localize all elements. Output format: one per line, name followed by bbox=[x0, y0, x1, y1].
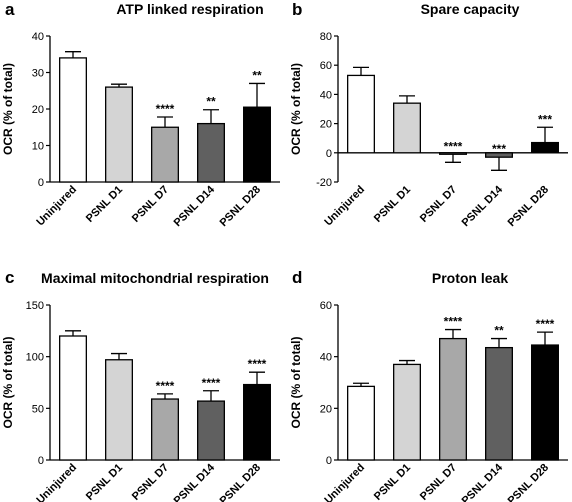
bar-d-3 bbox=[485, 346, 513, 461]
y-tick-label-d: 0 bbox=[326, 455, 332, 467]
bar-b-1 bbox=[393, 102, 421, 154]
y-tick-label-b: -20 bbox=[316, 177, 332, 189]
x-tick-label-b-0: Uninjured bbox=[322, 184, 367, 229]
bar-d-4 bbox=[531, 344, 559, 461]
y-tick-label-a: 0 bbox=[38, 177, 44, 189]
bar-b-4 bbox=[531, 141, 559, 154]
x-tick-label-b-2: PSNL D7 bbox=[418, 184, 459, 225]
y-axis-label-c: OCR (% of total) bbox=[1, 337, 15, 429]
x-tick-label-c-1: PSNL D1 bbox=[84, 462, 125, 502]
x-tick-label-c-0: Uninjured bbox=[34, 462, 79, 502]
bar-b-0 bbox=[347, 74, 375, 154]
x-tick-label-a-4: PSNL D28 bbox=[218, 184, 264, 230]
significance-label-c-2: **** bbox=[156, 379, 175, 393]
panel-letter-a: a bbox=[5, 0, 15, 19]
y-tick-label-d: 60 bbox=[320, 300, 332, 312]
y-tick-label-a: 10 bbox=[32, 141, 44, 153]
panel-letter-b: b bbox=[292, 0, 303, 19]
x-tick-label-b-3: PSNL D14 bbox=[460, 183, 506, 229]
y-axis-label-d: OCR (% of total) bbox=[289, 337, 303, 429]
bar-c-4 bbox=[243, 383, 271, 461]
panel-title-c: Maximal mitochondrial respiration bbox=[41, 270, 269, 286]
significance-label-b-2: **** bbox=[444, 139, 463, 153]
bar-a-3 bbox=[197, 122, 225, 183]
x-tick-label-a-1: PSNL D1 bbox=[84, 184, 125, 225]
bar-c-2 bbox=[151, 398, 179, 461]
x-tick-label-a-0: Uninjured bbox=[34, 184, 79, 229]
significance-label-c-4: **** bbox=[248, 357, 267, 371]
y-tick-label-c: 100 bbox=[26, 352, 44, 364]
y-axis-label-b: OCR (% of total) bbox=[289, 63, 303, 155]
bar-c-3 bbox=[197, 400, 225, 461]
significance-label-a-4: ** bbox=[252, 68, 262, 82]
y-axis-label-a: OCR (% of total) bbox=[1, 63, 15, 155]
bar-d-0 bbox=[347, 385, 375, 461]
y-tick-label-c: 0 bbox=[38, 455, 44, 467]
bar-a-2 bbox=[151, 126, 179, 183]
bar-a-0 bbox=[59, 57, 87, 183]
y-tick-label-b: 80 bbox=[320, 31, 332, 43]
y-tick-label-d: 20 bbox=[320, 403, 332, 415]
bar-a-4 bbox=[243, 106, 271, 183]
y-tick-label-a: 30 bbox=[32, 68, 44, 80]
significance-label-b-4: *** bbox=[538, 112, 552, 126]
x-tick-label-a-2: PSNL D7 bbox=[130, 184, 171, 225]
significance-label-d-2: **** bbox=[444, 315, 463, 329]
panel-letter-c: c bbox=[5, 268, 15, 287]
significance-label-b-3: *** bbox=[492, 142, 506, 156]
x-tick-label-b-4: PSNL D28 bbox=[506, 184, 552, 230]
significance-label-d-3: ** bbox=[494, 324, 504, 338]
x-tick-label-d-4: PSNL D28 bbox=[506, 462, 552, 502]
panel-title-b: Spare capacity bbox=[420, 1, 520, 17]
y-tick-label-c: 150 bbox=[26, 300, 44, 312]
x-tick-label-c-3: PSNL D14 bbox=[172, 461, 218, 502]
significance-label-c-3: **** bbox=[202, 376, 221, 390]
x-tick-label-a-3: PSNL D14 bbox=[172, 183, 218, 229]
x-tick-label-d-2: PSNL D7 bbox=[418, 462, 459, 502]
bar-c-0 bbox=[59, 335, 87, 461]
y-tick-label-b: 20 bbox=[320, 119, 332, 131]
y-tick-label-a: 40 bbox=[32, 31, 44, 43]
y-tick-label-b: 0 bbox=[326, 148, 332, 160]
y-tick-label-b: 60 bbox=[320, 60, 332, 72]
bar-a-1 bbox=[105, 86, 133, 183]
x-tick-label-d-3: PSNL D14 bbox=[460, 461, 506, 502]
x-tick-label-d-1: PSNL D1 bbox=[372, 462, 413, 502]
x-tick-label-c-2: PSNL D7 bbox=[130, 462, 171, 502]
y-tick-label-c: 50 bbox=[32, 403, 44, 415]
bar-c-1 bbox=[105, 359, 133, 461]
y-tick-label-d: 40 bbox=[320, 352, 332, 364]
bar-d-2 bbox=[439, 337, 467, 461]
x-tick-label-c-4: PSNL D28 bbox=[218, 462, 264, 502]
panel-title-d: Proton leak bbox=[431, 270, 509, 286]
panel-title-a: ATP linked respiration bbox=[116, 1, 264, 17]
bar-d-1 bbox=[393, 363, 421, 461]
significance-label-a-3: ** bbox=[206, 95, 216, 109]
y-tick-label-b: 40 bbox=[320, 89, 332, 101]
x-tick-label-b-1: PSNL D1 bbox=[372, 184, 413, 225]
y-tick-label-a: 20 bbox=[32, 104, 44, 116]
significance-label-a-2: **** bbox=[156, 102, 175, 116]
significance-label-d-4: **** bbox=[536, 317, 555, 331]
x-tick-label-d-0: Uninjured bbox=[322, 462, 367, 502]
panel-letter-d: d bbox=[292, 268, 303, 287]
